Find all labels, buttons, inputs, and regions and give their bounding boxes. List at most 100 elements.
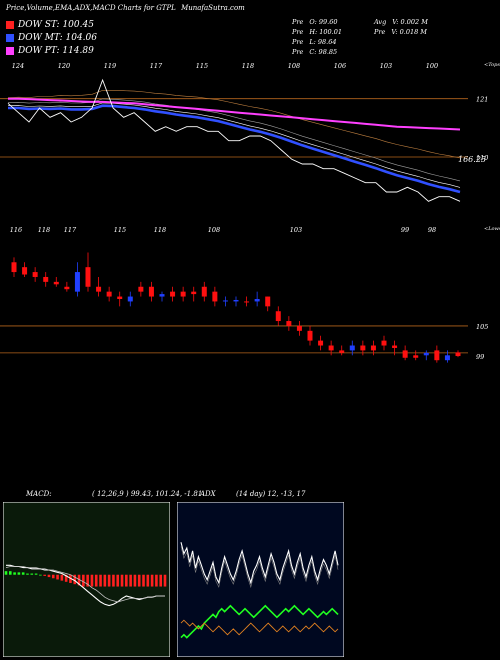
adx-params-header: (14 day) 12, -13, 17 — [236, 490, 305, 498]
ema-top-tick-1: 120 — [58, 62, 70, 70]
price-top-tick-3: 115 — [114, 226, 126, 234]
site-name[interactable]: MunafaSutra.com — [181, 4, 245, 12]
macd-params: ( 12,26,9 ) 99.43, 101.24, -1.81 — [92, 490, 203, 498]
macd-hist-bar-19 — [86, 574, 89, 587]
legend-label-pt: DOW PT: 114.89 — [18, 46, 94, 56]
candle-body-39 — [423, 352, 429, 356]
macd-hist-bar-25 — [112, 574, 115, 587]
ema-fan-line-2 — [7, 102, 461, 188]
price-right-label-1: 99 — [476, 353, 484, 361]
price-top-tick-4: 118 — [154, 226, 166, 234]
ema-top-tick-5: 118 — [242, 62, 254, 70]
adx-shadow-line — [180, 546, 339, 589]
macd-hist-bar-10 — [47, 574, 51, 578]
candle-body-27 — [296, 325, 302, 331]
adx-minus-di-line — [180, 604, 339, 639]
macd-line — [6, 564, 165, 607]
macd-hist-bar-13 — [60, 574, 64, 581]
macd-header: MACD: — [26, 490, 52, 498]
macd-hist-bar-3 — [17, 572, 21, 575]
candle-body-42 — [455, 352, 461, 357]
candle-body-32 — [349, 345, 355, 351]
candle-body-2 — [32, 272, 38, 277]
macd-hist-bar-0 — [4, 571, 8, 575]
macd-params-header: ( 12,26,9 ) 99.43, 101.24, -1.81 — [92, 490, 202, 498]
macd-hist-bar-29 — [129, 574, 132, 587]
macd-hist-bar-6 — [30, 573, 34, 575]
macd-hist-bar-7 — [34, 573, 38, 575]
ohlc-avg-volume: Avg V: 0.002 M — [374, 18, 428, 26]
candle-body-26 — [286, 321, 292, 326]
candle-body-5 — [64, 286, 70, 290]
ema-top-tick-6: 108 — [288, 62, 300, 70]
candle-body-24 — [265, 296, 271, 307]
candle-body-13 — [148, 286, 154, 297]
candle-body-9 — [106, 291, 112, 297]
ema-fan-line-1 — [7, 98, 461, 182]
candle-body-36 — [392, 345, 398, 348]
macd-hist-bar-14 — [64, 574, 68, 582]
candle-body-31 — [339, 350, 345, 353]
candle-body-3 — [43, 276, 49, 282]
ema-top-tick-4: 115 — [196, 62, 208, 70]
tops-label: <Tops — [484, 62, 500, 68]
candle-body-6 — [74, 272, 80, 292]
ohlc-pre-volume-label: Pre — [374, 28, 386, 36]
macd-hist-bar-11 — [51, 574, 55, 579]
macd-hist-bar-20 — [90, 574, 94, 587]
chart-title-text: Price,Volume,EMA,ADX,MACD Charts for GTP… — [6, 4, 176, 12]
ohlc-close-value: C: 98.85 — [309, 48, 338, 56]
candle-body-10 — [117, 296, 123, 299]
ema-close-line — [7, 78, 461, 202]
price-top-tick-8: 98 — [428, 226, 436, 234]
candle-body-28 — [307, 330, 313, 341]
ohlc-high-value: H: 100.01 — [309, 28, 342, 36]
price-top-tick-2: 117 — [64, 226, 77, 234]
ema-top-tick-0: 124 — [12, 62, 24, 70]
candle-body-20 — [222, 300, 228, 302]
ema-top-tick-7: 106 — [334, 62, 346, 70]
candle-body-0 — [11, 262, 17, 273]
price-top-tick-7: 99 — [401, 226, 409, 234]
adx-plus-di-line — [180, 619, 339, 636]
macd-hist-bar-9 — [43, 574, 46, 576]
legend-dow-st: DOW ST: 100.45 — [6, 20, 94, 30]
candle-body-11 — [127, 296, 133, 302]
ema-top-tick-8: 103 — [380, 62, 392, 70]
candle-body-21 — [233, 299, 239, 302]
macd-hist-bar-21 — [94, 574, 98, 587]
ohlc-open: Pre O: 99.60 — [292, 18, 338, 26]
price-last-label: 166.25 — [458, 155, 486, 164]
macd-hist-bar-30 — [133, 574, 137, 587]
macd-hist-bar-32 — [142, 574, 145, 587]
ema-fan-line-0 — [7, 90, 461, 159]
price-chart: 116 118 117 115 118 108 103 99 98 105 99 <Lows — [0, 226, 500, 363]
macd-hist-bar-4 — [21, 572, 25, 575]
macd-hist-bar-31 — [137, 574, 141, 587]
ohlc-pre-volume-value: V: 0.018 M — [391, 28, 427, 36]
macd-hist-bar-24 — [107, 574, 111, 587]
candle-body-34 — [370, 345, 376, 351]
candle-body-38 — [413, 355, 419, 358]
candle-body-15 — [170, 291, 176, 297]
macd-title: MACD: — [26, 490, 52, 498]
adx-line — [180, 542, 339, 585]
macd-hist-bar-2 — [13, 572, 16, 575]
macd-chart — [3, 502, 170, 657]
macd-hist-bar-26 — [116, 574, 120, 587]
price-top-tick-6: 103 — [290, 226, 302, 234]
legend-dow-mt: DOW MT: 104.06 — [6, 33, 97, 43]
macd-hist-bar-8 — [39, 574, 42, 576]
ema-blue-line — [8, 104, 461, 194]
macd-hist-bar-37 — [163, 574, 167, 587]
candle-body-19 — [212, 291, 218, 302]
candle-body-23 — [254, 299, 260, 302]
candle-body-7 — [85, 267, 91, 287]
macd-hist-bar-33 — [146, 574, 150, 587]
ohlc-high-label: Pre — [292, 28, 304, 36]
price-top-tick-0: 116 — [10, 226, 22, 234]
legend-label-mt: DOW MT: 104.06 — [18, 33, 97, 43]
ema-top-tick-9: 100 — [426, 62, 438, 70]
ema-top-tick-2: 119 — [104, 62, 116, 70]
